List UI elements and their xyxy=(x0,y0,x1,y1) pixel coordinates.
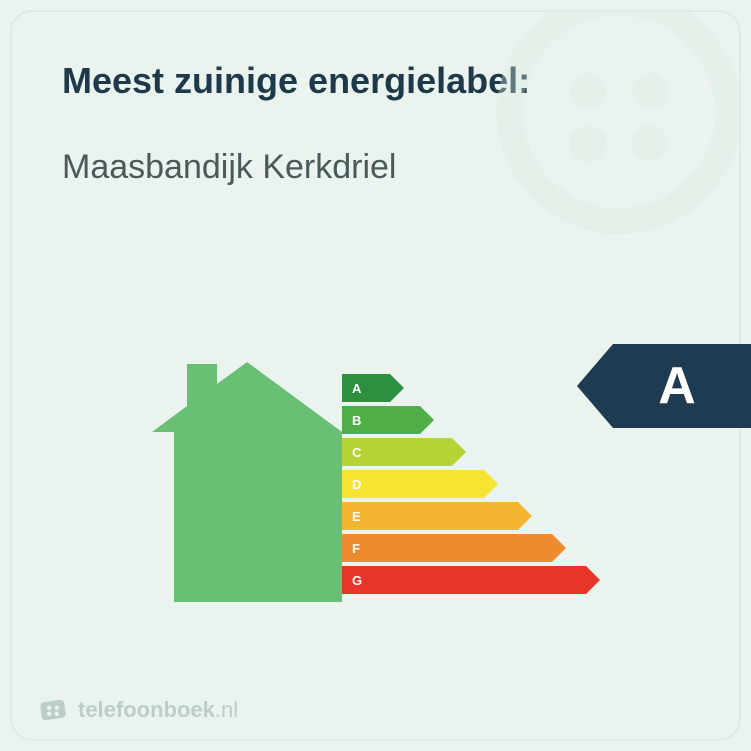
bar-label: A xyxy=(342,374,390,402)
energy-bar-g: G xyxy=(342,566,600,594)
watermark-icon xyxy=(489,10,741,242)
brand-text: telefoonboek.nl xyxy=(78,697,238,723)
brand-icon xyxy=(38,695,68,725)
bar-arrow xyxy=(420,406,434,434)
energy-bar-c: C xyxy=(342,438,600,466)
bar-arrow xyxy=(586,566,600,594)
energy-bar-d: D xyxy=(342,470,600,498)
energy-bar-e: E xyxy=(342,502,600,530)
energy-bar-b: B xyxy=(342,406,600,434)
badge-arrow xyxy=(577,344,613,428)
bar-label: G xyxy=(342,566,586,594)
bar-label: E xyxy=(342,502,518,530)
bar-arrow xyxy=(390,374,404,402)
energy-bar-f: F xyxy=(342,534,600,562)
footer-brand: telefoonboek.nl xyxy=(38,695,238,725)
bar-label: C xyxy=(342,438,452,466)
selected-label-badge: A xyxy=(577,344,751,428)
energy-bar-a: A xyxy=(342,374,600,402)
bar-arrow xyxy=(484,470,498,498)
bar-arrow xyxy=(518,502,532,530)
bar-label: F xyxy=(342,534,552,562)
bar-arrow xyxy=(452,438,466,466)
energy-bars: ABCDEFG xyxy=(342,374,600,598)
bar-arrow xyxy=(552,534,566,562)
house-icon xyxy=(152,362,342,602)
brand-name-light: .nl xyxy=(215,697,238,722)
badge-letter: A xyxy=(613,344,751,428)
brand-name-bold: telefoonboek xyxy=(78,697,215,722)
bar-label: D xyxy=(342,470,484,498)
bar-label: B xyxy=(342,406,420,434)
